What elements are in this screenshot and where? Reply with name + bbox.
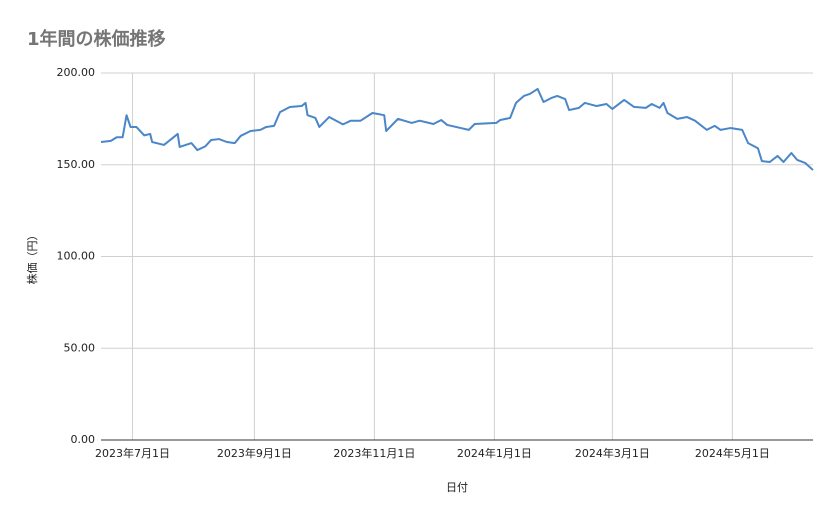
y-axis-label: 株価（円） [25, 230, 39, 285]
x-tick-label: 2023年9月1日 [217, 446, 292, 460]
y-tick-label: 50.00 [64, 341, 96, 354]
x-tick-label: 2024年5月1日 [695, 446, 770, 460]
price-line [100, 87, 814, 171]
x-tick-label: 2023年7月1日 [95, 446, 170, 460]
x-axis-label: 日付 [446, 481, 468, 494]
x-tick-label: 2023年11月1日 [333, 446, 415, 460]
x-tick-label: 2024年3月1日 [575, 446, 650, 460]
y-tick-label: 100.00 [57, 250, 96, 263]
chart-title: 1年間の株価推移 [27, 28, 166, 50]
y-tick-label: 200.00 [57, 66, 96, 79]
x-tick-label: 2024年1月1日 [457, 446, 532, 460]
y-tick-label: 0.00 [71, 433, 96, 446]
y-tick-label: 150.00 [57, 158, 96, 171]
